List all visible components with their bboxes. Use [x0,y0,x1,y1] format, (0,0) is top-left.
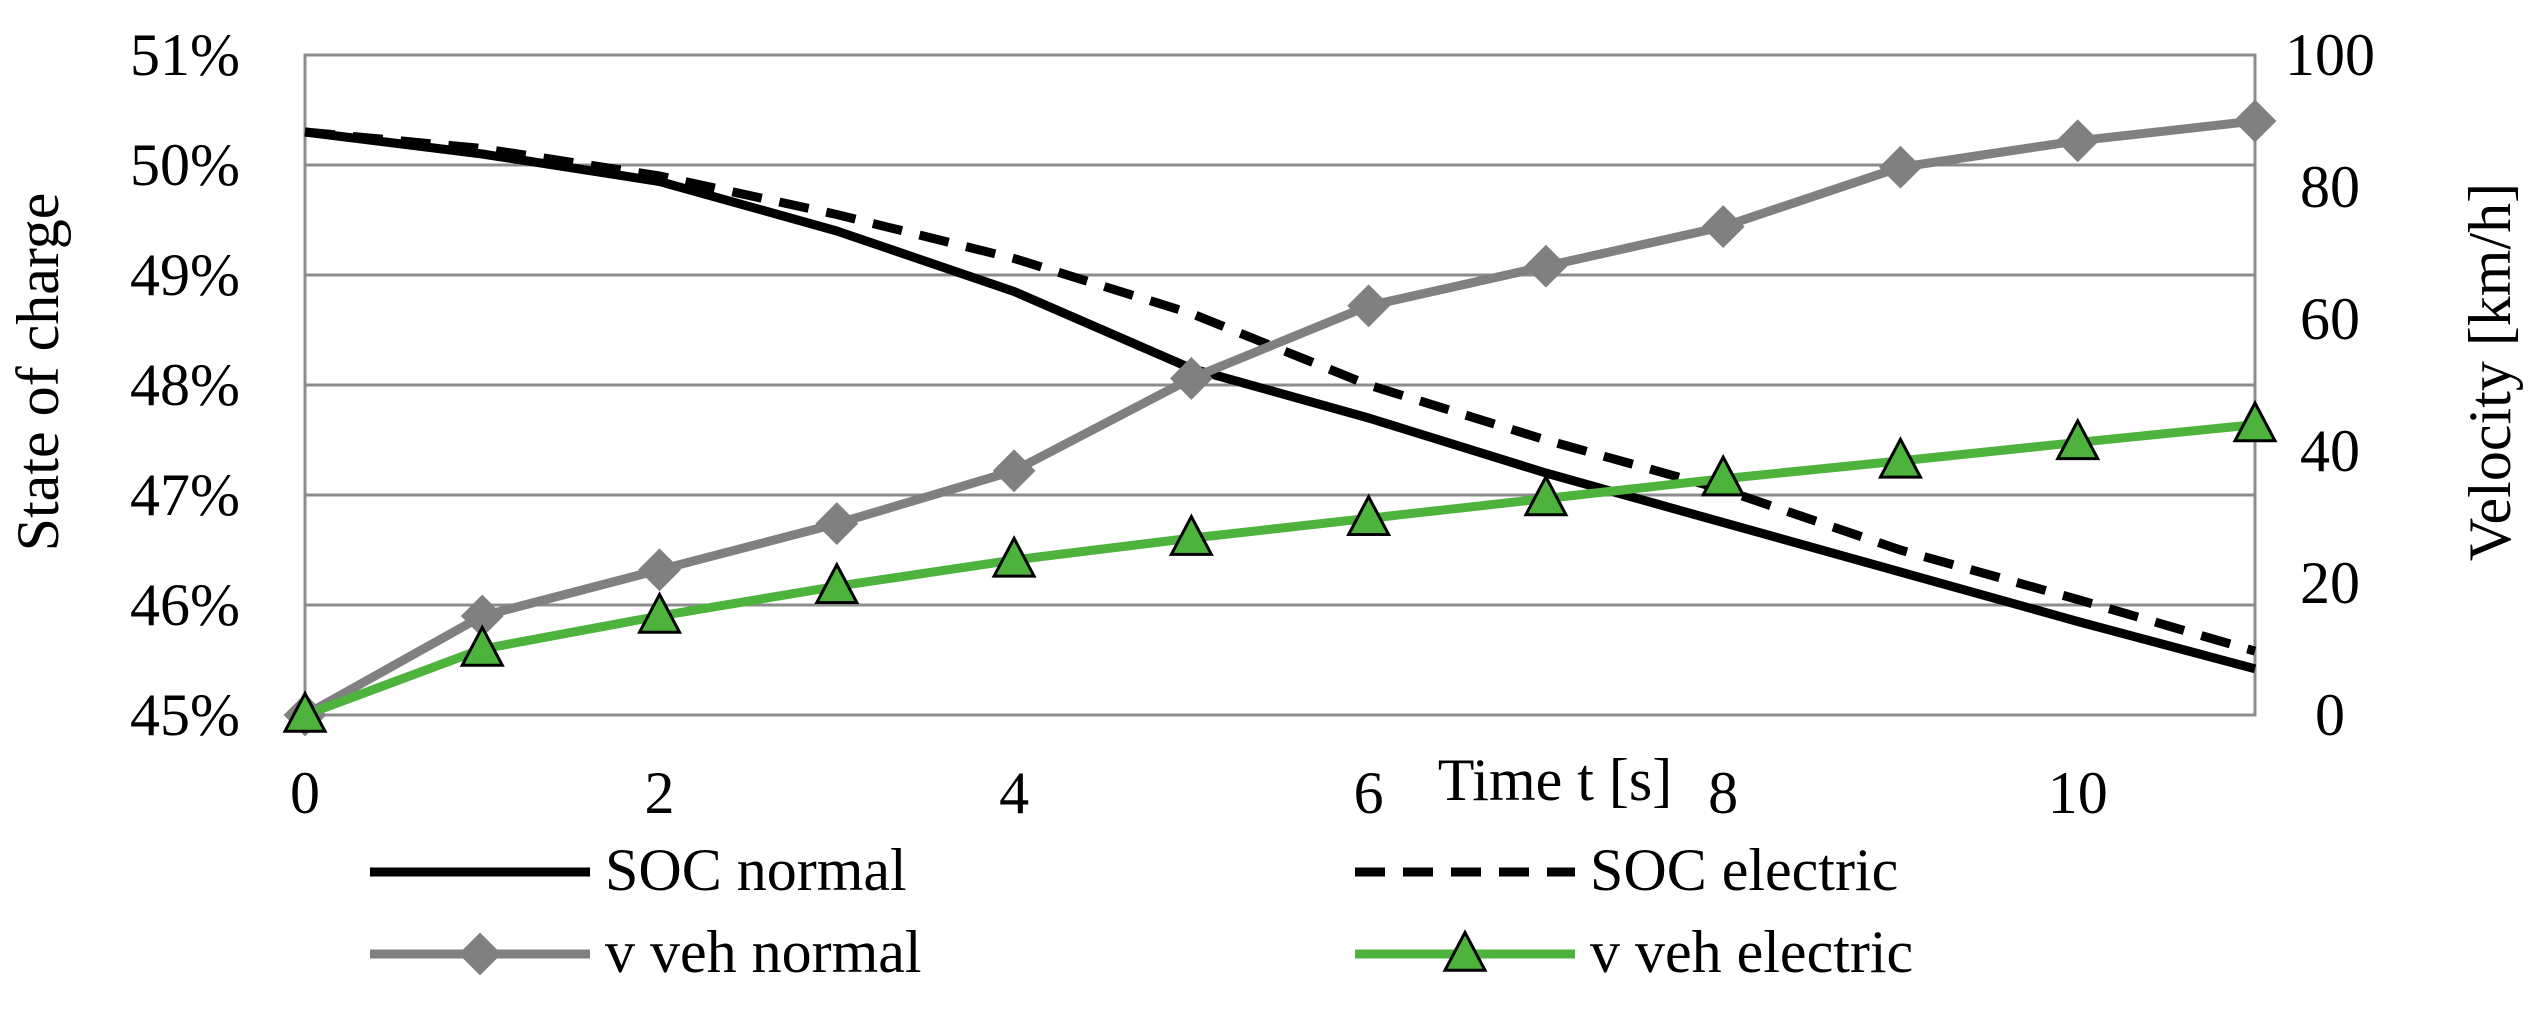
x-tick-label: 4 [999,760,1029,826]
data-point [815,502,859,546]
y-axis-right-title: Velocity [km/h] [2457,183,2523,561]
data-point [1346,493,1392,537]
data-point [1877,436,1923,479]
legend: SOC normal SOC electric v veh normal v veh … [370,837,1913,985]
data-point [638,548,681,592]
legend-marker [458,932,502,976]
series-layer [282,99,2278,737]
x-tick-label: 8 [1708,760,1738,826]
data-point [991,535,1037,578]
data-point [1700,453,1746,497]
data-point [814,561,860,604]
data-point [1347,284,1391,328]
legend-label: SOC normal [605,837,907,903]
y-right-tick-label: 20 [2300,550,2360,616]
data-point [637,591,683,634]
y-axis-right-ticks: 0 20 40 60 80 100 [2285,22,2375,748]
x-tick-label: 0 [290,760,320,826]
series-soc-normal [304,127,2257,674]
data-point [1524,244,1568,288]
y-right-tick-label: 80 [2300,154,2360,220]
y-axis-left-ticks: 45% 46% 47% 48% 49% 50% 51% [130,22,240,748]
data-point [992,449,1036,493]
legend-marker [1442,929,1488,972]
y-left-tick-label: 50% [130,132,240,198]
legend-label: v veh electric [1590,919,1913,985]
series-v-veh-normal [283,99,2277,737]
series-soc-electric [304,127,2257,656]
legend-label: v veh normal [605,919,922,985]
data-point [1168,513,1214,556]
series-v-veh-electric [282,399,2278,733]
x-axis-ticks: 0 2 4 6 8 10 [290,760,2108,826]
y-right-tick-label: 100 [2285,22,2375,88]
y-left-tick-label: 46% [130,572,240,638]
series-line [304,127,2257,656]
data-point [1523,473,1569,517]
x-tick-label: 6 [1354,760,1384,826]
legend-item: SOC electric [1355,837,1898,903]
y-left-tick-label: 51% [130,22,240,88]
data-point [282,690,328,733]
y-axis-left-title: State of charge [5,193,71,552]
plot-frame [303,53,2257,717]
legend-item: v veh normal [370,919,922,985]
y-right-tick-label: 60 [2300,286,2360,352]
x-tick-label: 10 [2048,760,2108,826]
y-left-tick-label: 45% [130,682,240,748]
y-right-tick-label: 0 [2315,682,2345,748]
series-line [303,420,2256,720]
data-point [1879,145,1922,189]
y-left-tick-label: 49% [130,242,240,308]
series-line [302,116,2256,719]
data-point [1701,205,1745,249]
series-line [304,127,2257,674]
data-point [459,624,505,667]
y-right-tick-label: 40 [2300,418,2360,484]
x-tick-label: 2 [645,760,675,826]
legend-item: SOC normal [370,837,907,903]
legend-label: SOC electric [1590,837,1898,903]
data-point [2056,119,2100,163]
y-left-tick-label: 47% [130,462,240,528]
legend-item: v veh electric [1355,919,1913,985]
data-point [2232,399,2278,443]
x-axis-title: Time t [s] [1438,747,1673,813]
y-left-tick-label: 48% [130,352,240,418]
data-point [1169,356,1213,400]
data-point [2055,417,2101,461]
data-point [2233,99,2277,143]
